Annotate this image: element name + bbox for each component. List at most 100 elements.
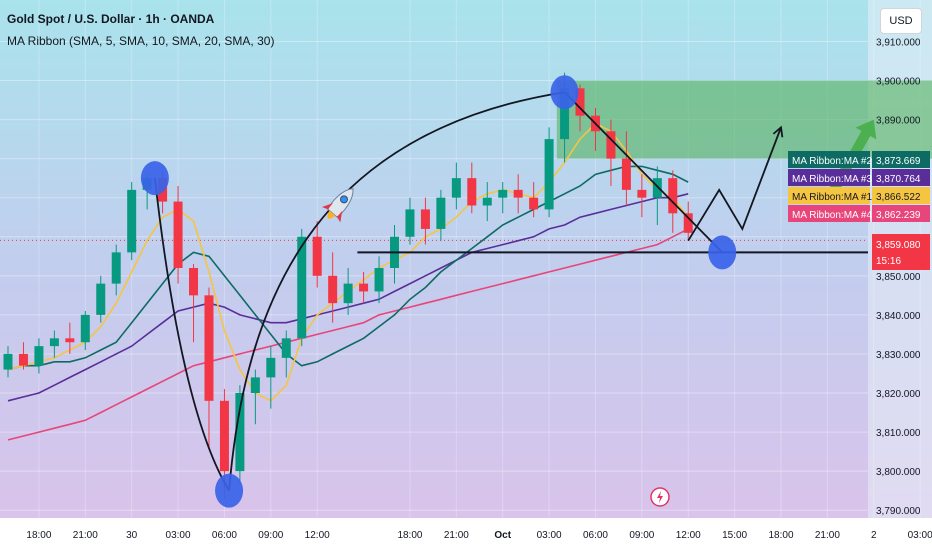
- candle-body: [235, 393, 245, 472]
- lightning-icon: [657, 491, 663, 503]
- y-tick-label: 3,820.000: [876, 389, 921, 400]
- x-tick-label: 2: [871, 530, 877, 541]
- y-tick-label: 3,890.000: [876, 116, 921, 127]
- rocket-icon: [321, 188, 354, 223]
- rocket-fin: [337, 210, 343, 223]
- candle-body: [219, 400, 229, 472]
- candle-body: [18, 353, 28, 366]
- y-tick-label: 3,830.000: [876, 350, 921, 361]
- x-tick-label: 03:00: [537, 530, 562, 541]
- y-tick-label: 3,900.000: [876, 77, 921, 88]
- ma-tag: [788, 169, 870, 186]
- x-tick-label: 03:00: [166, 530, 191, 541]
- ma-value-tag: [872, 205, 930, 222]
- candle-body: [312, 236, 322, 276]
- swing-point-marker[interactable]: [140, 161, 169, 196]
- ma-value-label: 3,873.669: [876, 156, 921, 167]
- swing-point-marker[interactable]: [708, 235, 737, 270]
- candle-body: [606, 131, 616, 159]
- projection-arrow-head: [772, 125, 784, 138]
- candle-body: [560, 88, 570, 140]
- ma-value-tag: [872, 187, 930, 204]
- candle-body: [343, 283, 353, 304]
- candle-body: [436, 197, 446, 229]
- swing-point-marker[interactable]: [550, 75, 579, 110]
- rocket-flame: [327, 210, 336, 219]
- x-tick-label: 12:00: [305, 530, 330, 541]
- arc-drawing: [228, 91, 565, 491]
- candle-body: [3, 353, 13, 370]
- ma-value-tag: [872, 151, 930, 168]
- x-tick-label: 06:00: [583, 530, 608, 541]
- candle-body: [281, 338, 291, 358]
- x-tick-label: 30: [126, 530, 138, 541]
- candle-body: [250, 377, 260, 393]
- ma-value-label: 3,866.522: [876, 192, 921, 203]
- candle-body: [328, 275, 338, 304]
- candle-body: [621, 158, 631, 190]
- y-tick-label: 3,790.000: [876, 506, 921, 517]
- currency-selector[interactable]: USD: [880, 8, 922, 34]
- x-tick-label: 03:00: [908, 530, 932, 541]
- candle-body: [34, 346, 44, 366]
- ma-value-tag: [872, 169, 930, 186]
- ma-tag-label: MA Ribbon:MA #1: [792, 192, 872, 203]
- candle-body: [127, 189, 137, 253]
- candle-body: [544, 139, 554, 210]
- candle-body: [80, 314, 90, 343]
- x-tick-label: 06:00: [212, 530, 237, 541]
- indicator-legend: MA Ribbon (SMA, 5, SMA, 10, SMA, 20, SMA…: [7, 34, 275, 48]
- x-tick-label: 21:00: [73, 530, 98, 541]
- ma-tag-label: MA Ribbon:MA #2: [792, 156, 872, 167]
- candle-body: [359, 283, 369, 292]
- last-price-countdown: 15:16: [876, 256, 901, 267]
- candle-body: [451, 178, 461, 198]
- x-tick-label: 18:00: [397, 530, 422, 541]
- x-tick-label: 18:00: [768, 530, 793, 541]
- candle-body: [96, 283, 106, 315]
- x-tick-label: 21:00: [444, 530, 469, 541]
- ma-tag-label: MA Ribbon:MA #3: [792, 174, 872, 185]
- x-tick-label: 09:00: [629, 530, 654, 541]
- candle-body: [374, 268, 384, 292]
- x-tick-label: 12:00: [676, 530, 701, 541]
- swing-point-marker[interactable]: [215, 473, 244, 508]
- candle-body: [111, 252, 121, 284]
- ma-tag: [788, 187, 870, 204]
- projection-path: [687, 127, 782, 242]
- candle-body: [189, 268, 199, 296]
- candle-body: [575, 88, 585, 116]
- ma-tag-label: MA Ribbon:MA #4: [792, 210, 872, 221]
- x-tick-label: 15:00: [722, 530, 747, 541]
- y-tick-label: 3,800.000: [876, 467, 921, 478]
- candle-body: [668, 178, 678, 214]
- x-tick-label: 09:00: [258, 530, 283, 541]
- rocket-fin: [321, 203, 333, 210]
- candle-body: [652, 178, 662, 198]
- y-tick-label: 3,840.000: [876, 311, 921, 322]
- y-tick-label: 3,850.000: [876, 272, 921, 283]
- candle-body: [683, 213, 693, 233]
- candle-body: [467, 178, 477, 206]
- candle-body: [65, 338, 75, 343]
- ma-value-label: 3,870.764: [876, 174, 921, 185]
- candle-body: [204, 295, 214, 401]
- y-tick-label: 3,910.000: [876, 37, 921, 48]
- ma-tag: [788, 205, 870, 222]
- drop-curve: [153, 178, 230, 492]
- candle-body: [266, 357, 276, 378]
- candle-body: [529, 197, 539, 210]
- candle-body: [637, 189, 647, 198]
- last-price-tag: [872, 234, 930, 270]
- candle-body: [420, 209, 430, 229]
- candle-body: [173, 201, 183, 268]
- descending-line: [563, 91, 723, 254]
- time-axis-background: [0, 518, 932, 550]
- candle-body: [482, 197, 492, 206]
- target-zone: [556, 80, 932, 159]
- candle-body: [513, 189, 523, 198]
- x-tick-label: 21:00: [815, 530, 840, 541]
- candle-body: [405, 209, 415, 237]
